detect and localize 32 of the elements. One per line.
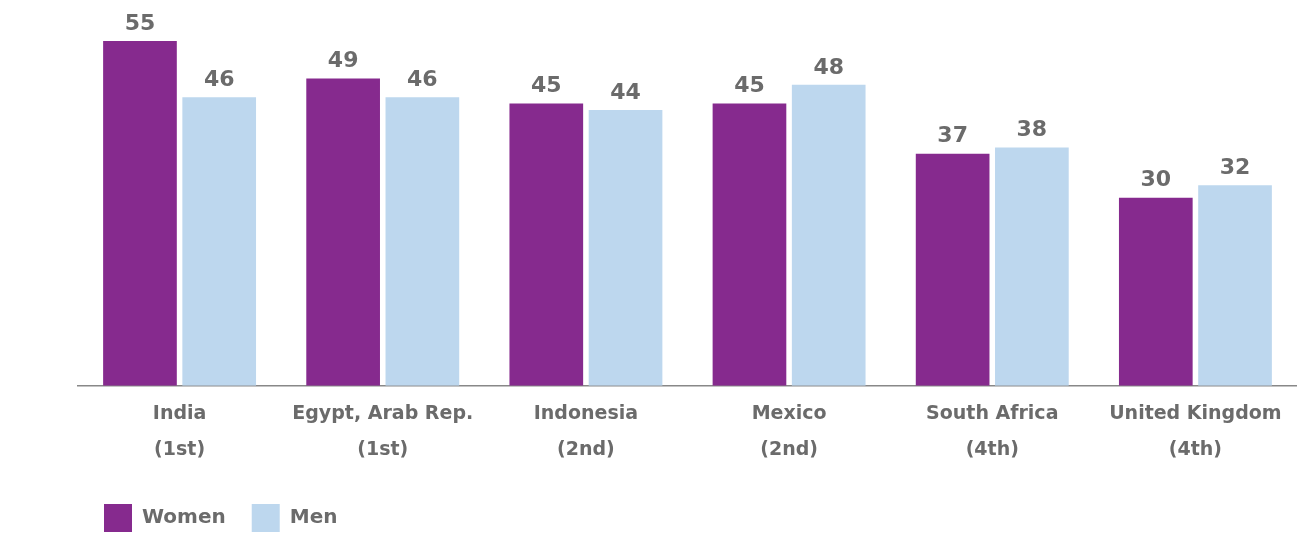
bar <box>712 103 787 386</box>
legend-label: Women <box>142 504 226 529</box>
legend-label: Men <box>289 504 338 529</box>
x-tick-label: India (1st) <box>152 400 207 459</box>
x-tick-label: South Africa (4th) <box>926 400 1059 459</box>
x-tick-label: Mexico (2nd) <box>751 400 827 459</box>
bar <box>103 40 177 386</box>
data-label: 46 <box>203 66 235 92</box>
bar <box>588 109 663 386</box>
bar <box>1198 185 1272 386</box>
x-tick-label: Indonesia (2nd) <box>533 400 639 459</box>
data-label: 48 <box>813 53 845 79</box>
x-tick-label: Egypt, Arab Rep. (1st) <box>292 400 474 459</box>
data-label: 45 <box>530 72 562 98</box>
data-label: 49 <box>327 47 359 73</box>
data-label: 46 <box>407 66 438 92</box>
bar <box>995 147 1069 386</box>
data-label: 44 <box>610 78 641 104</box>
data-label: 55 <box>124 9 156 35</box>
data-label: 38 <box>1016 116 1048 142</box>
bar <box>509 103 584 386</box>
bar <box>385 97 460 386</box>
bar <box>1118 197 1193 386</box>
bar <box>915 153 990 386</box>
bar <box>791 84 866 386</box>
data-label: 45 <box>734 72 765 98</box>
bar <box>306 78 380 386</box>
data-label: 30 <box>1140 166 1172 192</box>
data-label: 32 <box>1219 153 1251 179</box>
x-tick-label: United Kingdom (4th) <box>1109 400 1282 459</box>
bar <box>182 97 257 386</box>
data-label: 37 <box>937 122 968 148</box>
